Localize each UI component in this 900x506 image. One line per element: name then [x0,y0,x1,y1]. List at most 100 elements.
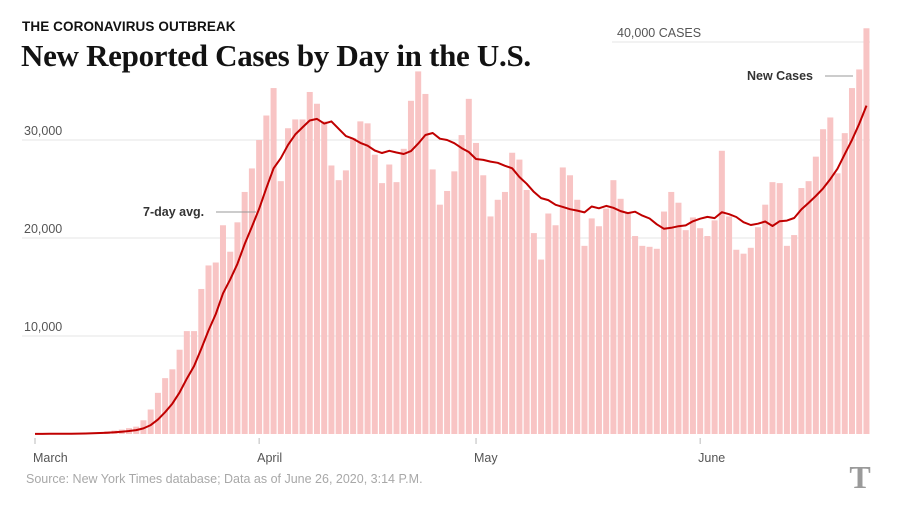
x-tick-label: May [474,451,498,465]
bar [581,245,588,434]
bar [444,190,451,434]
x-tick-label: June [698,451,725,465]
bar [783,245,790,434]
bar [523,189,530,434]
bar [726,216,733,434]
bar [639,245,646,434]
y-tick-label: 10,000 [24,320,62,334]
bar [718,150,725,434]
bar [805,181,812,434]
bar [248,168,255,435]
bar [285,128,292,435]
bar [711,220,718,434]
bar [661,211,668,434]
bar [429,169,436,434]
bar [415,71,422,435]
bar [299,119,306,435]
bar [812,156,819,434]
bar [407,100,414,435]
bar [328,165,335,435]
bar [205,265,212,434]
bar [321,121,328,434]
bar [501,191,508,434]
bar [588,218,595,434]
bar [256,140,263,434]
bar [610,180,617,434]
bar [350,138,357,435]
bar [386,164,393,434]
bar [776,183,783,434]
bar [371,154,378,434]
bar [834,173,841,434]
bar [863,28,870,435]
bar [595,226,602,434]
bar [530,233,537,434]
bar [263,115,270,434]
bar [552,225,559,434]
bar [574,199,581,434]
bar [162,378,169,434]
y-axis-labels: 10,000 20,000 30,000 40,000 CASES [24,26,701,334]
bar [480,175,487,434]
source-note: Source: New York Times database; Data as… [26,472,423,486]
bar [762,204,769,434]
bar [379,183,386,434]
nyt-logo: T [849,459,871,495]
bar [241,191,248,434]
x-tick-label: April [257,451,282,465]
bar [140,420,147,434]
bar [487,216,494,434]
bar [313,103,320,435]
bar [820,129,827,434]
bar [624,213,631,434]
bar [704,236,711,434]
bar [451,171,458,435]
bar [697,228,704,434]
bar [827,117,834,435]
bar [306,91,313,434]
bar [212,262,219,434]
bar [545,213,552,434]
bar [646,246,653,434]
bar [798,188,805,434]
bar [856,69,863,434]
bar [653,248,660,434]
bar [277,181,284,434]
bar [393,182,400,434]
bar [270,88,277,434]
chart-title: New Reported Cases by Day in the U.S. [21,38,531,73]
avg-label: 7-day avg. [143,205,204,219]
bar [219,225,226,434]
bar [617,198,624,434]
avg-line [35,105,868,435]
bar [538,259,545,434]
new-cases-label: New Cases [747,69,813,83]
bar [509,152,516,435]
bar [342,170,349,434]
bar [516,159,523,434]
bar [198,288,205,434]
bar [191,331,198,434]
kicker: THE CORONAVIRUS OUTBREAK [22,19,236,34]
bar [422,93,429,434]
bar [364,123,371,434]
bar [183,331,190,434]
bar [154,392,161,434]
bar [473,142,480,434]
bar [436,204,443,434]
bar [335,180,342,434]
bar [675,202,682,434]
bar [458,135,465,434]
bar [292,119,299,435]
bar [841,133,848,434]
bar [465,98,472,434]
bar [733,249,740,434]
bar [494,199,501,434]
y-tick-label: 20,000 [24,222,62,236]
bar [147,409,154,434]
bar [357,121,364,434]
bar [400,148,407,434]
bar [567,175,574,434]
bar [755,227,761,434]
